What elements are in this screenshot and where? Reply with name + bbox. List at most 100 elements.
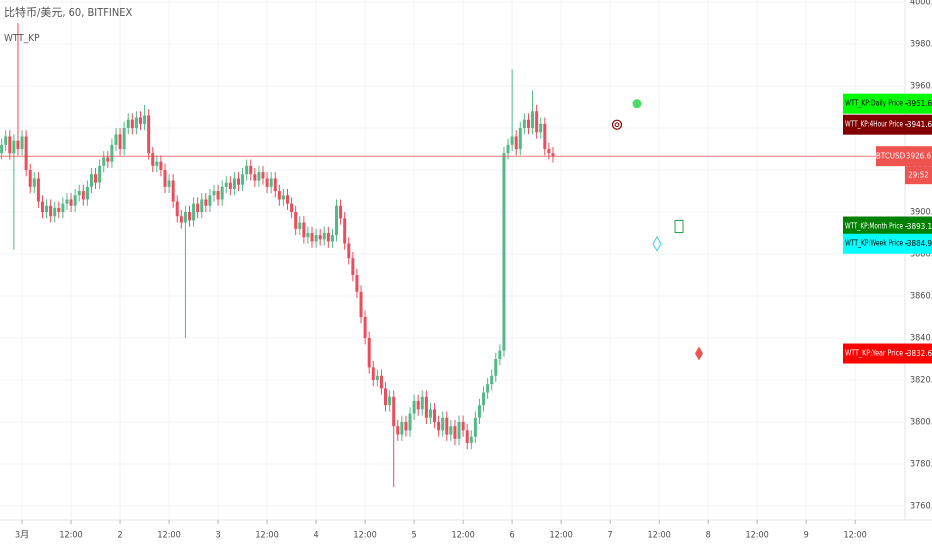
candle-body xyxy=(273,178,277,192)
candle-body xyxy=(45,205,49,213)
indicator-value-box xyxy=(905,233,932,254)
candle-body xyxy=(465,430,469,443)
candle-body xyxy=(388,396,392,406)
candle-body xyxy=(367,337,371,368)
y-tick-label: 3820.0 xyxy=(910,375,932,385)
last-price-name: BTCUSD xyxy=(876,152,906,161)
candle-body xyxy=(138,117,142,124)
candle-body xyxy=(4,136,8,145)
candle-body xyxy=(143,115,147,124)
y-tick-label: 3900.0 xyxy=(910,208,932,218)
x-tick-label: 12:00 xyxy=(745,531,768,541)
indicator-value-box xyxy=(905,93,932,114)
candle-body xyxy=(118,134,122,150)
candle-body xyxy=(433,409,437,422)
indicator-marker-center xyxy=(614,122,620,127)
plot xyxy=(0,23,905,488)
candle-body xyxy=(159,161,163,171)
candle-body xyxy=(36,178,40,202)
candle-body xyxy=(314,235,318,242)
candle-body xyxy=(392,396,396,427)
candle-body xyxy=(175,201,179,217)
candle-body xyxy=(220,186,224,200)
x-tick-label: 12:00 xyxy=(844,531,867,541)
y-tick-label: 3980.0 xyxy=(910,40,932,50)
last-price-box xyxy=(905,146,932,167)
y-tick-label: 3880.0 xyxy=(910,250,932,260)
y-tick-label: 4000.0 xyxy=(910,0,932,8)
candle-body xyxy=(416,400,420,410)
candle-body xyxy=(428,409,432,418)
last-price-name-box xyxy=(876,146,905,167)
candle-body xyxy=(228,182,232,189)
indicator-value-box xyxy=(905,216,932,237)
indicator-marker xyxy=(652,235,662,252)
indicator-tag-name: WTT_KP:Daily Price xyxy=(845,99,903,108)
candle-body xyxy=(179,216,183,223)
candle-body xyxy=(8,136,12,154)
candle-body xyxy=(106,157,110,162)
candle-body xyxy=(85,186,89,200)
candle-body xyxy=(494,358,498,376)
candle-body xyxy=(245,165,249,175)
candle-body xyxy=(412,400,416,414)
candle-body xyxy=(0,144,4,154)
y-tick-label: 3860.0 xyxy=(910,292,932,302)
candle-body xyxy=(441,417,445,431)
candle-body xyxy=(384,388,388,406)
candle-body xyxy=(535,111,539,133)
candle-body xyxy=(147,115,151,154)
candle-body xyxy=(196,203,200,213)
candle-body xyxy=(396,426,400,435)
candle-body xyxy=(547,149,551,154)
candle-body xyxy=(28,170,32,187)
indicator-tag xyxy=(843,93,905,114)
chart-title: 比特币/美元, 60, BITFINEX xyxy=(4,5,133,19)
candle-body xyxy=(322,233,326,240)
candle-body xyxy=(306,233,310,238)
indicator-marker xyxy=(674,220,684,234)
candle-body xyxy=(130,119,134,129)
candle-body xyxy=(355,275,359,292)
indicator-value: 3832.6 xyxy=(907,349,932,358)
candle-body xyxy=(371,367,375,380)
candle-body xyxy=(241,174,245,185)
x-tick-label: 12:00 xyxy=(157,531,180,541)
candle-body xyxy=(302,222,306,238)
indicator-tag xyxy=(843,114,905,135)
x-tick-label: 3 xyxy=(216,531,221,541)
candle-body xyxy=(171,180,175,202)
indicator-value-box xyxy=(905,343,932,364)
indicator-tag xyxy=(843,216,905,237)
x-tick-label: 9 xyxy=(804,531,809,541)
y-tick-label: 3780.0 xyxy=(910,459,932,469)
candle-body xyxy=(347,243,351,259)
candle-body xyxy=(192,203,196,221)
indicator-name: WTT_KP xyxy=(4,33,40,44)
candle-body xyxy=(163,170,167,187)
candle-body xyxy=(69,199,73,206)
indicator-value: 3941.6 xyxy=(907,120,932,129)
candle-body xyxy=(216,191,220,200)
candle-body xyxy=(335,205,339,236)
candle-body xyxy=(102,157,106,166)
candle-body xyxy=(502,153,506,351)
candle-body xyxy=(212,191,216,196)
candle-body xyxy=(200,199,204,213)
candle-body xyxy=(286,195,290,204)
candle-body xyxy=(32,178,36,187)
indicator-marker xyxy=(632,99,642,109)
candle-body xyxy=(514,136,518,150)
y-tick-label: 3800.0 xyxy=(910,417,932,427)
indicator-value-box xyxy=(905,114,932,135)
last-price-label: 3926.6 xyxy=(906,152,932,161)
indicator-value: 3893.1 xyxy=(907,222,932,231)
candle-body xyxy=(453,426,457,439)
candle-body xyxy=(98,165,102,183)
candle-body xyxy=(232,178,236,189)
candle-body xyxy=(539,123,543,133)
y-tick-label: 3760.0 xyxy=(910,501,932,511)
candle-body xyxy=(518,128,522,150)
candle-body xyxy=(253,174,257,181)
candle-body xyxy=(351,258,355,276)
